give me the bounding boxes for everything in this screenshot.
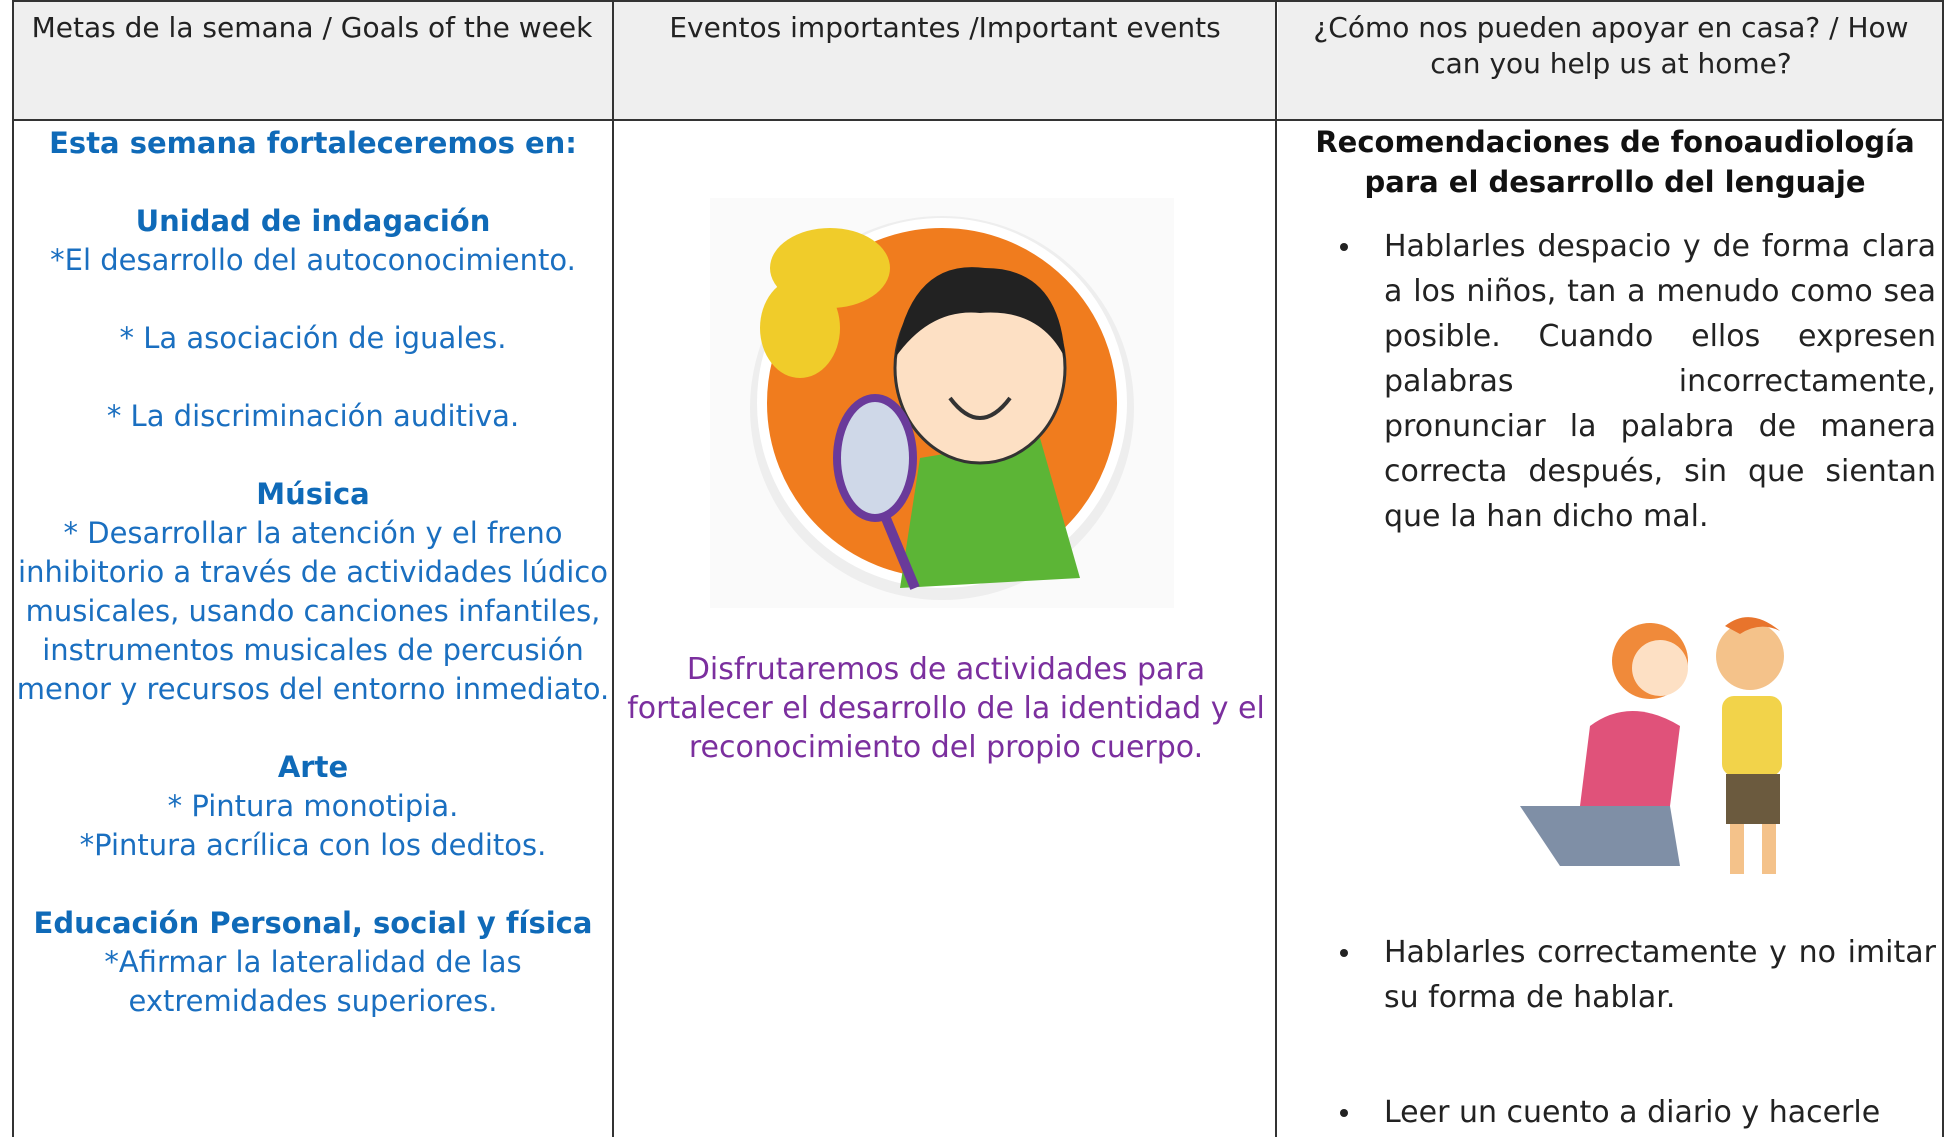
goal-section: Arte * Pintura monotipia. *Pintura acrílic… xyxy=(14,748,612,865)
shorts xyxy=(1726,774,1780,824)
face xyxy=(1716,622,1784,690)
goal-item: * La asociación de iguales. xyxy=(119,321,507,355)
goal-item: * Pintura monotipia. xyxy=(167,789,459,823)
goal-item: *Pintura acrílica con los deditos. xyxy=(79,828,547,862)
goal-section: Unidad de indagación *El desarrollo del a… xyxy=(14,202,612,436)
section-title: Educación Personal, social y física xyxy=(33,906,593,940)
goal-item: *El desarrollo del autoconocimiento. xyxy=(50,243,576,277)
goals-cell: Esta semana fortaleceremos en: Unidad de… xyxy=(14,124,612,1021)
border xyxy=(612,0,614,1137)
leg xyxy=(1730,824,1744,874)
shirt xyxy=(900,438,1080,588)
illustration xyxy=(1520,617,1784,874)
goal-section: Música * Desarrollar la atención y el fre… xyxy=(14,475,612,709)
smile xyxy=(948,396,1012,420)
header-cell: ¿Cómo nos pueden apoyar en casa? / How c… xyxy=(1278,0,1944,120)
leg xyxy=(1762,824,1776,874)
header-cell: Eventos importantes /Important events xyxy=(614,0,1276,120)
header-cell: Metas de la semana / Goals of the week xyxy=(12,0,612,120)
goal-item: *Afirmar la lateralidad de las extremida… xyxy=(104,945,522,1018)
border xyxy=(1942,0,1944,1137)
shirt xyxy=(1580,711,1680,806)
face xyxy=(1632,640,1688,696)
help-item: Hablarles correctamente y no imitar su f… xyxy=(1332,930,1936,1020)
help-item: Leer un cuento a diario y hacerle xyxy=(1332,1090,1936,1135)
events-text: Disfrutaremos de actividades para fortal… xyxy=(627,652,1265,765)
goal-item: * La discriminación auditiva. xyxy=(106,399,520,433)
illustration xyxy=(710,198,1174,608)
goal-item: * Desarrollar la atención y el freno inh… xyxy=(16,516,610,706)
help-item: Hablarles despacio y de forma clara a lo… xyxy=(1332,224,1936,539)
shirt xyxy=(1722,696,1782,776)
border xyxy=(1275,0,1277,1137)
pants xyxy=(1520,806,1680,866)
goal-section: Educación Personal, social y física *Afir… xyxy=(14,904,612,1021)
help-title: Recomendaciones de fonoaudiología para e… xyxy=(1315,125,1915,199)
section-title: Unidad de indagación xyxy=(135,204,491,238)
mirror-handle xyxy=(880,514,920,590)
border xyxy=(12,0,14,1137)
border xyxy=(12,119,1944,121)
mirror xyxy=(833,394,917,522)
hair xyxy=(1725,617,1780,634)
butterfly xyxy=(760,278,840,378)
border xyxy=(12,0,1944,2)
intro: Esta semana fortaleceremos en: xyxy=(49,126,577,160)
hair xyxy=(895,267,1065,358)
section-title: Música xyxy=(256,477,370,511)
section-title: Arte xyxy=(277,750,349,784)
